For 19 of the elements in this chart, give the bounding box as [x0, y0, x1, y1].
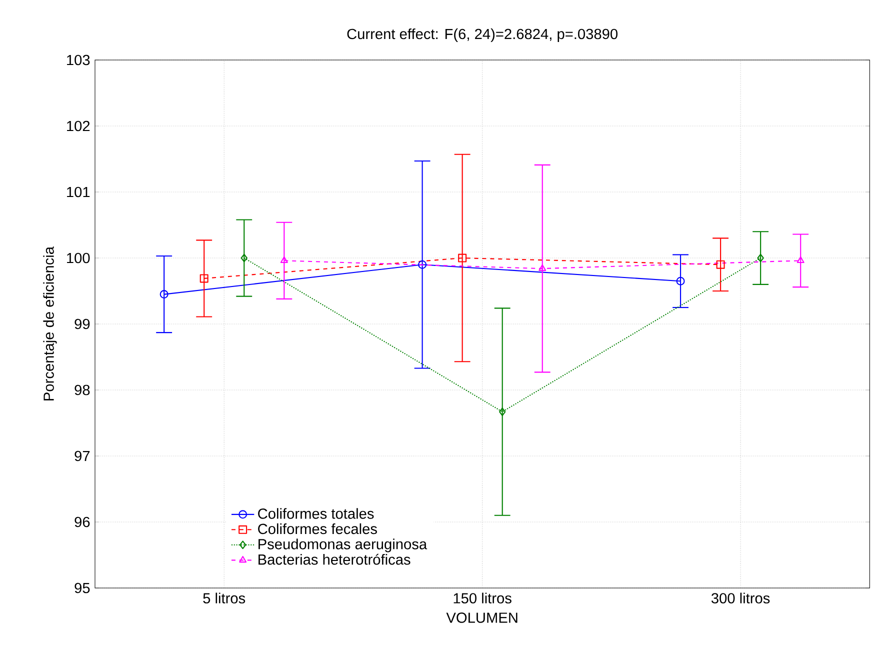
x-axis-title: VOLUMEN: [446, 612, 518, 623]
x-tick-label: 150 litros: [454, 592, 512, 604]
x-tick-label: 5 litros: [203, 592, 246, 604]
y-tick-label: 98: [74, 384, 90, 396]
y-tick-label: 96: [74, 516, 90, 528]
y-tick-label: 102: [67, 120, 90, 132]
legend-label: Coliformes totales: [258, 508, 374, 519]
y-tick-label: 100: [67, 252, 90, 264]
legend-label: Coliformes fecales: [258, 523, 377, 534]
x-tick-label: 300 litros: [711, 592, 770, 604]
legend-label: Bacterias heterotróficas: [258, 554, 410, 565]
y-tick-label: 103: [67, 54, 90, 66]
chart-title: Current effect: F(6, 24)=2.6824, p=.03890: [347, 28, 618, 42]
legend-label: Pseudomonas aeruginosa: [258, 538, 428, 552]
y-tick-label: 97: [74, 450, 90, 462]
y-tick-label: 99: [74, 318, 90, 330]
y-tick-label: 95: [74, 582, 90, 594]
y-axis-title: Porcentaje de eficiencia: [43, 246, 57, 400]
y-tick-label: 101: [67, 186, 90, 198]
